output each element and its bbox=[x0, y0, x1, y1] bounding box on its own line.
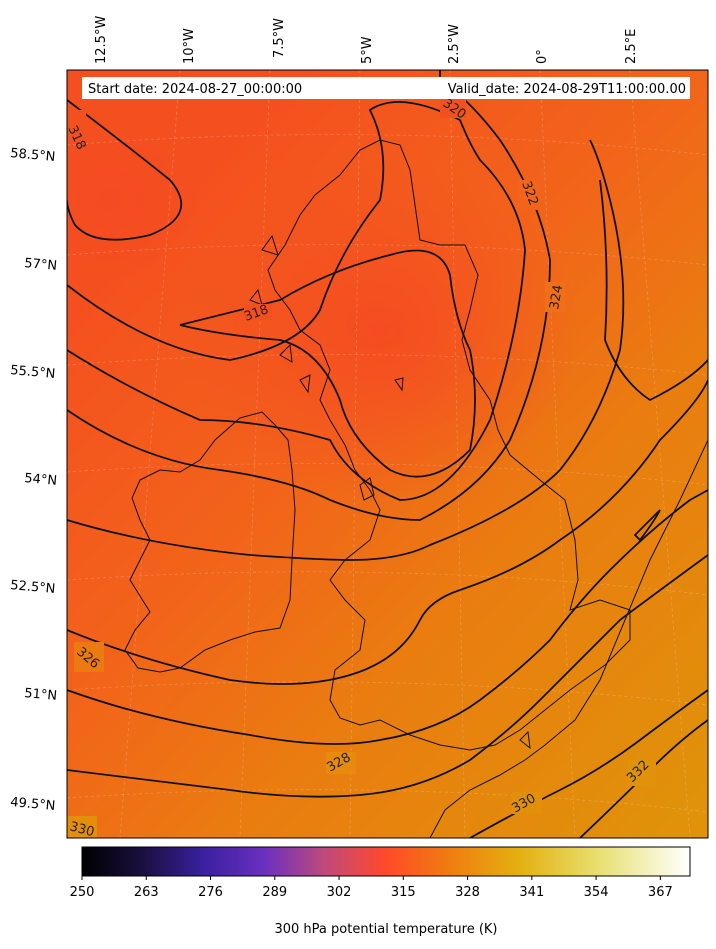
colorbar-tick-label: 315 bbox=[391, 885, 416, 900]
lon-label: 10°W bbox=[182, 28, 197, 64]
contour-320 bbox=[67, 101, 526, 501]
lon-label: 0° bbox=[535, 49, 550, 64]
coastlines bbox=[124, 139, 708, 838]
contour-330 bbox=[67, 554, 708, 798]
colorbar-tick-label: 328 bbox=[455, 885, 480, 900]
contour-318-core bbox=[179, 249, 476, 478]
lat-label: 49.5°N bbox=[10, 795, 56, 814]
colorbar-tick-label: 289 bbox=[262, 885, 287, 900]
lat-label: 57°N bbox=[24, 256, 58, 274]
coastline-great-britain bbox=[267, 139, 631, 751]
longitude-labels: 12.5°W 10°W 7.5°W 5°W 2.5°W 0° 2.5°E bbox=[94, 16, 639, 64]
colorbar-tick-label: 367 bbox=[648, 885, 673, 900]
latitude-labels: 58.5°N 57°N 55.5°N 54°N 52.5°N 51°N 49.5… bbox=[10, 146, 58, 814]
lon-label: 12.5°W bbox=[94, 16, 109, 64]
contour-318-northwest bbox=[67, 99, 183, 241]
colorbar-label: 300 hPa potential temperature (K) bbox=[274, 922, 497, 937]
contour-328 bbox=[67, 489, 708, 745]
colorbar-tick-label: 263 bbox=[134, 885, 159, 900]
colorbar-tick-label: 250 bbox=[70, 885, 95, 900]
colorbar-tick-label: 302 bbox=[327, 885, 352, 900]
lon-label: 7.5°W bbox=[272, 18, 287, 58]
contour-326 bbox=[67, 379, 708, 685]
contour-labels: 318 318 320 322 324 326 328 330 330 332 bbox=[67, 96, 656, 840]
lon-label: 2.5°W bbox=[447, 24, 462, 64]
contour-label: 330 bbox=[68, 819, 96, 840]
lon-label: 2.5°E bbox=[624, 29, 639, 64]
contour-324 bbox=[67, 139, 625, 561]
valid-date: Valid_date: 2024-08-29T11:00:00.00 bbox=[448, 82, 686, 97]
colorbar-tick-label: 276 bbox=[198, 885, 223, 900]
lat-label: 52.5°N bbox=[10, 578, 56, 597]
lat-label: 55.5°N bbox=[10, 363, 56, 382]
contour-324-east bbox=[599, 179, 708, 402]
coastline-continent bbox=[429, 439, 708, 838]
colorbar: 250 263 276 289 302 315 328 341 354 367 300 hPa p… bbox=[70, 846, 691, 937]
colorbar-ticks: 250 263 276 289 302 315 328 341 354 367 bbox=[70, 876, 673, 900]
lat-label: 51°N bbox=[24, 686, 58, 704]
colorbar-tick-label: 341 bbox=[519, 885, 544, 900]
lon-label: 5°W bbox=[360, 36, 375, 64]
contour-label: 324 bbox=[547, 284, 566, 311]
date-info-box: Start date: 2024-08-27_00:00:00 Valid_da… bbox=[82, 77, 690, 99]
lat-label: 54°N bbox=[24, 471, 58, 489]
colorbar-tick-label: 354 bbox=[584, 885, 609, 900]
graticule bbox=[67, 70, 708, 838]
contour-lines bbox=[67, 70, 708, 838]
lat-label: 58.5°N bbox=[10, 146, 56, 165]
colorbar-gradient bbox=[81, 846, 691, 877]
start-date: Start date: 2024-08-27_00:00:00 bbox=[88, 82, 302, 97]
map-frame bbox=[66, 69, 709, 839]
contour-322 bbox=[67, 70, 551, 521]
potential-temperature-field: 318 318 320 322 324 326 328 330 330 332 bbox=[67, 70, 708, 840]
